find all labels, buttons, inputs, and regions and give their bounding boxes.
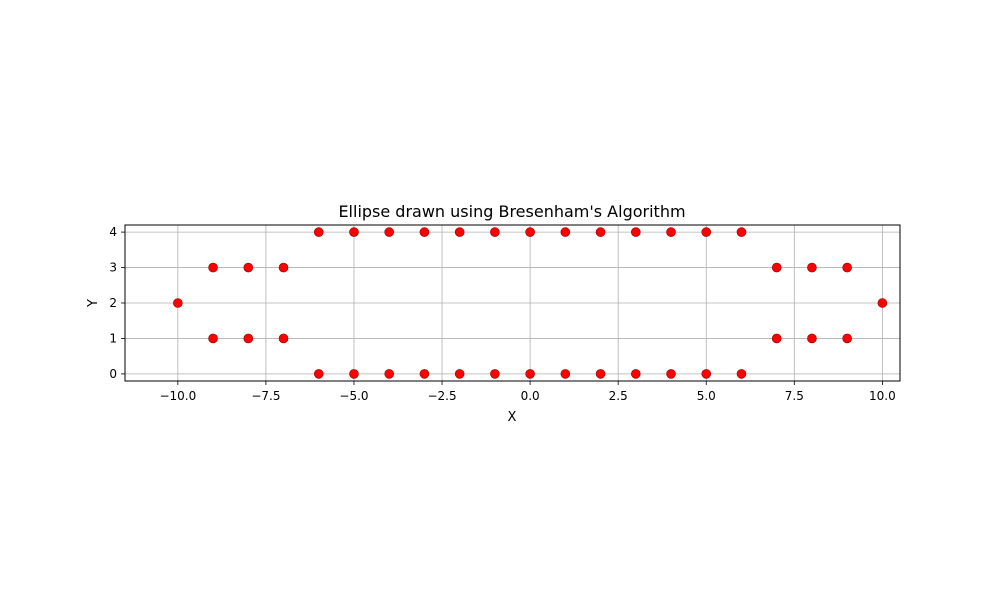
data-point xyxy=(278,262,289,273)
data-point xyxy=(454,227,465,237)
x-tick-label: 10.0 xyxy=(869,389,896,403)
data-point xyxy=(454,369,465,379)
y-tick-label: 0 xyxy=(109,367,117,381)
data-point xyxy=(419,227,430,237)
data-point xyxy=(771,333,782,344)
y-tick-label: 2 xyxy=(109,296,117,310)
data-point xyxy=(208,262,218,273)
data-point xyxy=(349,369,359,379)
data-point xyxy=(349,227,359,237)
grid-lines xyxy=(125,225,900,381)
data-point xyxy=(313,369,324,379)
data-point xyxy=(560,369,571,379)
data-point xyxy=(243,333,254,344)
x-tick-label: 5.0 xyxy=(697,389,716,403)
x-tick-label: −2.5 xyxy=(427,389,456,403)
data-point xyxy=(877,298,888,308)
x-axis-label: X xyxy=(508,410,517,425)
data-point xyxy=(771,262,782,273)
data-point xyxy=(595,227,606,237)
data-point xyxy=(666,369,676,379)
data-point xyxy=(666,227,676,237)
data-point xyxy=(630,227,641,237)
x-tick-label: −5.0 xyxy=(339,389,368,403)
data-point xyxy=(419,369,430,379)
data-point xyxy=(842,262,852,273)
data-point xyxy=(807,262,817,273)
data-point xyxy=(278,333,289,344)
data-point xyxy=(490,227,500,237)
data-points xyxy=(173,227,888,379)
data-point xyxy=(595,369,606,379)
x-tick-label: 0.0 xyxy=(521,389,540,403)
y-tick-label: 1 xyxy=(109,331,117,345)
data-point xyxy=(173,298,183,308)
data-point xyxy=(490,369,500,379)
data-point xyxy=(701,369,712,379)
data-point xyxy=(560,227,571,237)
y-tick-label: 4 xyxy=(109,225,117,239)
data-point xyxy=(208,333,218,344)
x-tick-label: −10.0 xyxy=(159,389,196,403)
axis-ticks: −10.0 −7.5 −5.0 −2.5 0.0 2.5 5.0 7.5 10.0 0 1 2 3 4 xyxy=(109,225,895,403)
data-point xyxy=(525,227,535,237)
data-point xyxy=(630,369,641,379)
data-point xyxy=(525,369,535,379)
x-tick-label: −7.5 xyxy=(251,389,280,403)
x-tick-label: 7.5 xyxy=(785,389,804,403)
data-point xyxy=(384,369,395,379)
x-tick-label: 2.5 xyxy=(609,389,628,403)
data-point xyxy=(701,227,712,237)
data-point xyxy=(243,262,254,273)
data-point xyxy=(736,227,747,237)
data-point xyxy=(384,227,395,237)
data-point xyxy=(807,333,817,344)
y-axis-label: Y xyxy=(86,299,101,308)
chart-title: Ellipse drawn using Bresenham's Algorith… xyxy=(338,202,685,221)
data-point xyxy=(736,369,747,379)
y-tick-label: 3 xyxy=(109,261,117,275)
data-point xyxy=(313,227,324,237)
data-point xyxy=(842,333,852,344)
